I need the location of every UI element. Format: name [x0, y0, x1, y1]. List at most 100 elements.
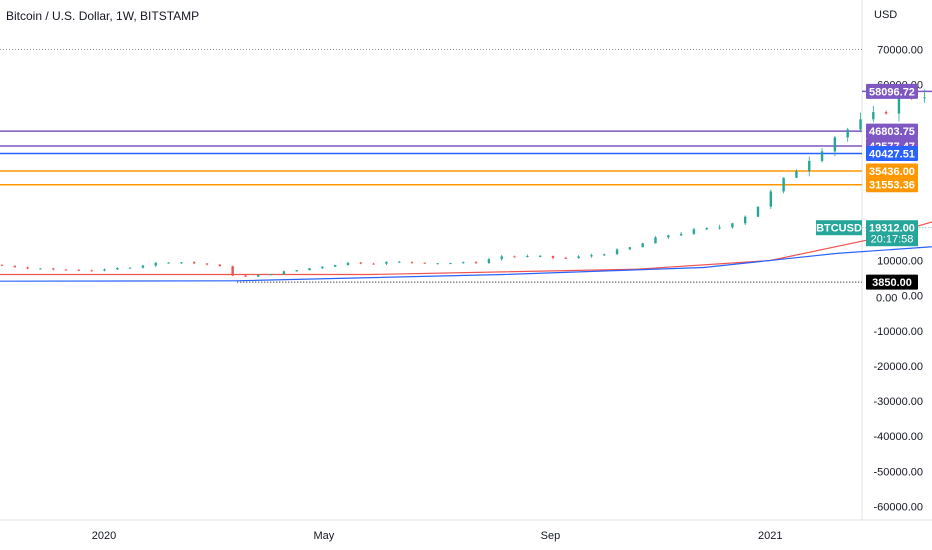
candle-body	[77, 269, 81, 271]
candle-body	[462, 262, 465, 264]
level-price-badge	[866, 177, 918, 193]
x-tick-label: 2020	[92, 530, 116, 542]
last-price-badge	[866, 220, 918, 247]
candle-body	[64, 269, 68, 271]
candle-body	[244, 275, 247, 277]
candle-body	[359, 262, 362, 264]
level-price-text: 58096.72	[869, 86, 915, 98]
candle-body	[103, 269, 106, 271]
ma-blue-line	[0, 246, 932, 282]
candle-body	[718, 227, 721, 229]
level-price-badge	[866, 123, 918, 139]
candle-body	[333, 265, 337, 267]
candle-body	[26, 267, 29, 269]
candle-body	[808, 160, 811, 172]
candle-body	[257, 274, 260, 277]
candle-body	[167, 262, 170, 264]
candle-body	[13, 265, 17, 268]
ma-red-line	[0, 221, 932, 276]
candle-body	[0, 264, 4, 266]
candle-body	[526, 255, 529, 257]
zero-price-label: 0.00	[876, 292, 897, 304]
y-tick-label: -10000.00	[873, 326, 923, 338]
symbol-badge	[816, 220, 862, 236]
candle-body	[269, 274, 273, 276]
level-price-text: 3850.00	[872, 277, 912, 289]
candle-body	[410, 261, 414, 263]
candle-body	[500, 256, 503, 260]
candle-body	[116, 267, 119, 270]
candle-body	[231, 266, 234, 276]
y-tick-label: 70000.00	[877, 45, 923, 57]
candle-body	[321, 266, 324, 269]
candle-body	[372, 263, 375, 265]
candle-body	[731, 223, 734, 228]
candle-body	[564, 257, 567, 259]
candle-body	[820, 151, 824, 161]
chart-title: Bitcoin / U.S. Dollar, 1W, BITSTAMP	[6, 9, 200, 23]
candle-body	[859, 119, 862, 130]
candle-body	[282, 271, 286, 275]
candle-body	[423, 262, 427, 264]
level-price-badge	[866, 274, 918, 290]
candle-body	[39, 268, 42, 270]
candle-body	[615, 249, 619, 255]
candle-body	[833, 137, 837, 152]
y-tick-label: -30000.00	[873, 396, 923, 408]
candle-body	[90, 270, 93, 272]
y-tick-label: 10000.00	[877, 255, 923, 267]
candle-body	[141, 265, 145, 268]
y-tick-label: 0.00	[902, 291, 923, 303]
candle-body	[769, 191, 773, 207]
last-price-text: 19312.00	[869, 223, 915, 235]
currency-label: USD	[874, 9, 898, 21]
y-tick-label: -40000.00	[873, 431, 923, 443]
candle-body	[705, 227, 708, 230]
candle-body	[603, 254, 606, 256]
y-tick-label: -50000.00	[873, 466, 923, 478]
candle-body	[385, 261, 388, 264]
candle-body	[628, 247, 632, 250]
candle-body	[923, 97, 926, 99]
candle-body	[590, 255, 593, 257]
candle-body	[487, 259, 491, 263]
y-tick-label: -20000.00	[873, 361, 923, 373]
level-price-badge	[866, 145, 918, 161]
candle-body	[872, 112, 875, 120]
y-tick-label: -60000.00	[873, 502, 923, 514]
candle-body	[449, 263, 452, 265]
candle-body	[474, 262, 478, 264]
candle-body	[782, 177, 785, 192]
candle-body	[295, 270, 298, 272]
candle-body	[180, 262, 183, 264]
candle-body	[667, 235, 670, 238]
symbol-text: BTCUSD	[816, 223, 862, 235]
candle-body	[346, 262, 350, 266]
candle-body	[218, 264, 222, 267]
candle-body	[795, 171, 798, 178]
candle-body	[551, 255, 555, 258]
candle-body	[641, 243, 644, 248]
candle-body	[577, 256, 580, 259]
level-price-badge	[866, 83, 918, 99]
candle-body	[679, 233, 683, 236]
x-tick-label: 2021	[758, 530, 782, 542]
candle-body	[205, 263, 209, 265]
candle-body	[513, 256, 516, 258]
x-tick-label: May	[313, 530, 334, 542]
level-price-text: 31553.36	[869, 180, 915, 192]
candle-body	[128, 267, 132, 269]
countdown-text: 20:17:58	[871, 234, 914, 246]
candle-body	[52, 268, 55, 270]
candle-body	[308, 268, 311, 271]
candle-body	[398, 261, 401, 263]
candle-body	[846, 129, 849, 138]
candle-body	[436, 263, 439, 265]
candle-body	[897, 95, 901, 114]
candle-body	[154, 262, 157, 266]
x-tick-label: Sep	[541, 530, 561, 542]
candle-body	[756, 206, 760, 217]
candle-body	[193, 262, 196, 264]
